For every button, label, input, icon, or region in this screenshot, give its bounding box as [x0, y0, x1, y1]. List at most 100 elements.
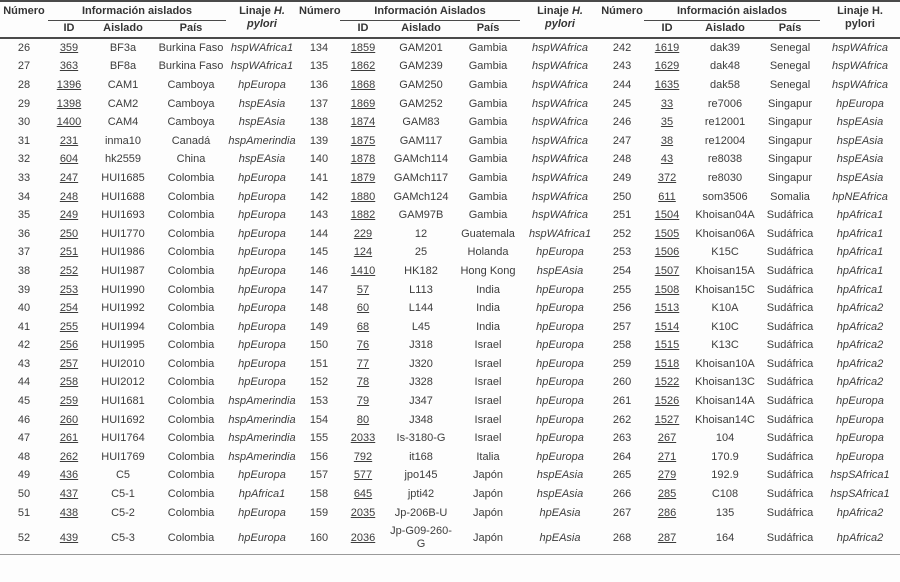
linaje-cell: hpEuropa: [238, 190, 286, 203]
numero-cell: 252: [612, 227, 632, 240]
id-cell: 1396: [56, 78, 82, 91]
pais-cell: Colombia: [167, 171, 215, 184]
id-cell: 437: [59, 488, 79, 501]
numero-cell: 245: [612, 97, 632, 110]
aislado-cell: GAMch114: [393, 153, 449, 166]
id-cell: 231: [59, 134, 79, 147]
id-cell: 2035: [350, 506, 376, 519]
pais-cell: Camboya: [167, 78, 215, 91]
id-cell: 577: [353, 469, 373, 482]
aislado-cell: dak48: [710, 60, 740, 73]
numero-cell: 158: [309, 488, 329, 501]
aislado-column-header-1: Aislado: [90, 20, 156, 39]
linaje-cell: hspWAfrica: [531, 171, 589, 184]
pais-cell: Gambia: [468, 209, 508, 222]
pais-cell: Japón: [473, 469, 503, 482]
linaje-cell: hpEuropa: [836, 450, 884, 463]
info-aislados-header-2: Información Aislados: [340, 1, 521, 21]
pais-cell: Colombia: [167, 357, 215, 370]
pais-cell: Sudáfrica: [766, 264, 814, 277]
aislado-cell: HUI1986: [101, 246, 145, 259]
aislado-cell: 104: [715, 432, 735, 445]
pais-cell: Gambia: [468, 78, 508, 91]
numero-cell: 267: [612, 506, 632, 519]
aislado-cell: CAM4: [107, 116, 139, 129]
aislado-cell: GAM83: [402, 116, 440, 129]
linaje-cell: hpEuropa: [238, 469, 286, 482]
id-cell: 1879: [350, 171, 376, 184]
linaje-cell: hpEuropa: [536, 302, 584, 315]
numero-cell: 148: [309, 302, 329, 315]
id-cell: 271: [657, 450, 677, 463]
info-aislados-header-1: Información aislados: [48, 1, 226, 21]
numero-cell: 26: [17, 41, 31, 54]
pais-cell: Colombia: [167, 395, 215, 408]
linaje-cell: hpEuropa: [238, 506, 286, 519]
linaje-cell: hpEuropa: [238, 209, 286, 222]
id-cell: 35: [660, 116, 674, 129]
pais-cell: Gambia: [468, 190, 508, 203]
linaje-cell: hpEuropa: [238, 227, 286, 240]
linaje-cell: hpEuropa: [836, 395, 884, 408]
linaje-cell: hpEuropa: [836, 432, 884, 445]
id-cell: 438: [59, 506, 79, 519]
linaje-cell: hpEuropa: [536, 339, 584, 352]
aislado-cell: GAM117: [399, 134, 443, 147]
aislado-cell: Khoisan10A: [695, 357, 755, 370]
pais-cell: Colombia: [167, 302, 215, 315]
table-row: 30 1400 CAM4 Camboya hspEAsia 138 1874 GAM83 Gam…: [0, 113, 900, 132]
pais-cell: India: [476, 320, 500, 333]
id-cell: 1400: [56, 116, 82, 129]
pais-cell: Sudáfrica: [766, 302, 814, 315]
numero-cell: 34: [17, 190, 31, 203]
aislado-cell: re12001: [704, 116, 746, 129]
id-cell: 259: [59, 395, 79, 408]
aislado-cell: Khoisan13C: [695, 376, 755, 389]
linaje-cell: hpNEAfrica: [832, 190, 888, 203]
table-row: 49 436 C5 Colombia hpEuropa 157 577 jpo145 Japón…: [0, 467, 900, 486]
id-cell: 1513: [654, 302, 680, 315]
id-cell: 604: [59, 153, 79, 166]
numero-cell: 47: [17, 432, 31, 445]
aislado-cell: Khoisan04A: [695, 209, 755, 222]
pais-cell: Singapur: [767, 171, 813, 184]
id-cell: 38: [660, 134, 674, 147]
numero-cell: 159: [309, 506, 329, 519]
aislado-cell: L144: [408, 302, 434, 315]
id-cell: 1875: [350, 134, 376, 147]
aislado-cell: K10C: [711, 320, 739, 333]
id-cell: 248: [59, 190, 79, 203]
linaje-cell: hspWAfrica: [531, 209, 589, 222]
linaje-cell: hspEAsia: [836, 171, 884, 184]
aislado-cell: HUI1770: [101, 227, 145, 240]
id-cell: 279: [657, 469, 677, 482]
linaje-cell: hpAfrica1: [836, 209, 884, 222]
numero-cell: 137: [309, 97, 329, 110]
linaje-cell: hpEuropa: [536, 413, 584, 426]
aislado-cell: Khoisan14A: [695, 395, 755, 408]
numero-cell: 152: [309, 376, 329, 389]
pais-cell: Sudáfrica: [766, 413, 814, 426]
id-cell: 229: [353, 227, 373, 240]
linaje-cell: hspWAfrica1: [230, 41, 294, 54]
aislado-cell: Khoisan15C: [695, 283, 755, 296]
table-body: 26 359 BF3a Burkina Faso hspWAfrica1 134 1859 G…: [0, 38, 900, 555]
numero-cell: 27: [17, 60, 31, 73]
pais-cell: Israel: [474, 432, 502, 445]
numero-cell: 39: [17, 283, 31, 296]
pais-cell: Sudáfrica: [766, 488, 814, 501]
linaje-cell: hspWAfrica: [831, 41, 889, 54]
linaje-cell: hspEAsia: [536, 264, 584, 277]
linaje-cell: hpEAsia: [539, 506, 581, 519]
pais-cell: Colombia: [167, 432, 215, 445]
table-row: 46 260 HUI1692 Colombia hspAmerindia 154 80 J34…: [0, 411, 900, 430]
id-cell: 2036: [350, 531, 376, 544]
id-cell: 252: [59, 264, 79, 277]
aislado-cell: K13C: [711, 339, 739, 352]
numero-cell: 40: [17, 302, 31, 315]
pais-cell: Sudáfrica: [766, 376, 814, 389]
pais-cell: India: [476, 302, 500, 315]
pais-cell: Singapur: [767, 97, 813, 110]
numero-cell: 255: [612, 283, 632, 296]
linaje-cell: hspSAfrica1: [830, 488, 890, 501]
